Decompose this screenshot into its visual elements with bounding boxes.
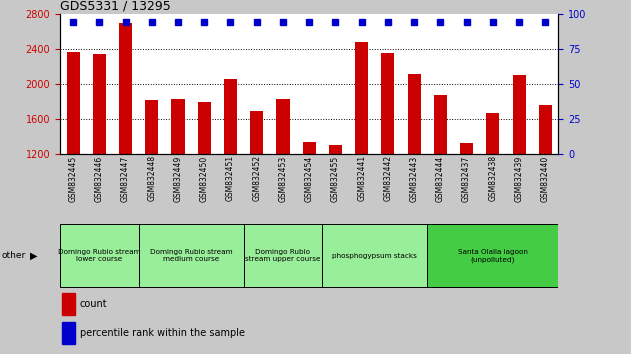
Text: Santa Olalla lagoon
(unpolluted): Santa Olalla lagoon (unpolluted) <box>458 249 528 263</box>
Bar <box>434 96 447 154</box>
Text: GSM832440: GSM832440 <box>541 155 550 202</box>
Text: GSM832454: GSM832454 <box>305 155 314 202</box>
Bar <box>145 100 158 154</box>
Text: GSM832439: GSM832439 <box>515 155 524 202</box>
Text: GSM832453: GSM832453 <box>278 155 288 202</box>
Bar <box>276 99 290 154</box>
Text: GSM832446: GSM832446 <box>95 155 103 202</box>
Bar <box>62 322 75 344</box>
Bar <box>427 224 558 287</box>
Text: GSM832449: GSM832449 <box>174 155 182 202</box>
Bar <box>224 79 237 154</box>
Text: GDS5331 / 13295: GDS5331 / 13295 <box>60 0 171 13</box>
Text: GSM832455: GSM832455 <box>331 155 340 202</box>
Text: Domingo Rubio stream
medium course: Domingo Rubio stream medium course <box>150 249 232 262</box>
Bar <box>329 145 342 154</box>
Text: GSM832448: GSM832448 <box>147 155 156 201</box>
Bar <box>355 42 369 154</box>
Bar <box>322 224 427 287</box>
Bar <box>487 113 499 154</box>
Bar <box>172 99 184 154</box>
Text: percentile rank within the sample: percentile rank within the sample <box>80 328 245 338</box>
Text: GSM832441: GSM832441 <box>357 155 366 201</box>
Bar <box>539 105 552 154</box>
Text: other: other <box>1 251 25 260</box>
Bar <box>119 23 132 154</box>
Text: GSM832443: GSM832443 <box>410 155 418 202</box>
Text: phosphogypsum stacks: phosphogypsum stacks <box>333 253 417 259</box>
Bar <box>381 53 394 154</box>
Bar <box>60 224 139 287</box>
Text: GSM832438: GSM832438 <box>488 155 497 201</box>
Bar <box>250 111 263 154</box>
Text: count: count <box>80 299 107 309</box>
Text: GSM832442: GSM832442 <box>384 155 392 201</box>
Text: Domingo Rubio
stream upper course: Domingo Rubio stream upper course <box>245 249 321 262</box>
Bar <box>66 52 80 154</box>
Text: Domingo Rubio stream
lower course: Domingo Rubio stream lower course <box>58 249 141 262</box>
Bar <box>408 74 421 154</box>
Bar <box>62 293 75 315</box>
Bar <box>93 55 106 154</box>
Bar <box>139 224 244 287</box>
Bar <box>512 75 526 154</box>
Text: GSM832450: GSM832450 <box>200 155 209 202</box>
Text: GSM832447: GSM832447 <box>121 155 130 202</box>
Bar <box>244 224 322 287</box>
Bar <box>303 142 316 154</box>
Bar <box>460 143 473 154</box>
Bar <box>198 102 211 154</box>
Text: GSM832452: GSM832452 <box>252 155 261 201</box>
Text: GSM832451: GSM832451 <box>226 155 235 201</box>
Text: ▶: ▶ <box>30 251 38 261</box>
Text: GSM832445: GSM832445 <box>69 155 78 202</box>
Text: GSM832437: GSM832437 <box>462 155 471 202</box>
Text: GSM832444: GSM832444 <box>436 155 445 202</box>
